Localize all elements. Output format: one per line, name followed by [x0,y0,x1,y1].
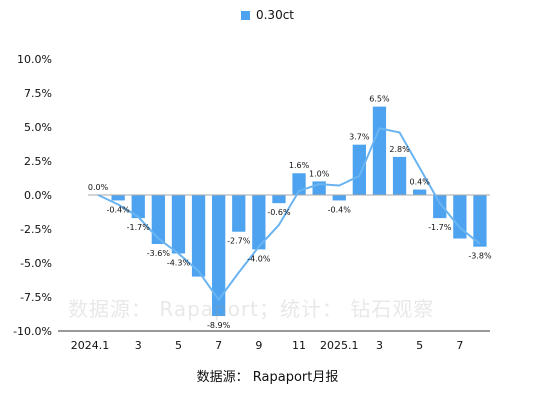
data-label: 0.0% [88,183,109,192]
x-tick-label: 7 [456,339,463,352]
y-tick-label: -2.5% [20,223,52,236]
x-tick-label: 9 [255,339,262,352]
bar [433,195,447,219]
bar [191,195,206,277]
bar [151,195,165,244]
bar [232,195,246,232]
x-tick-label: 7 [215,339,222,352]
data-label: 1.0% [309,169,330,178]
y-tick-label: 5.0% [24,121,52,134]
trend-line [97,127,481,301]
data-label: 6.5% [369,95,390,104]
y-tick-label: 10.0% [17,53,52,66]
data-label: 3.7% [349,133,370,142]
data-label: -0.4% [328,205,352,214]
bar [332,195,346,201]
data-label: -1.7% [428,223,452,232]
source-note: 数据源： Rapaport月报 [196,370,339,385]
data-label: -0.4% [107,205,131,214]
data-label: 1.6% [289,161,310,170]
x-tick-label: 2024.1 [71,339,110,352]
bar [212,195,226,317]
bar [372,106,387,195]
bar [171,195,186,254]
x-tick-label: 3 [376,339,383,352]
watermark: 数据源： Rapaport；统计： 钻石观察 [68,297,435,321]
data-label: -8.9% [207,321,231,330]
bar [352,144,366,195]
x-tick-label: 3 [135,339,142,352]
y-tick-label: -7.5% [20,291,52,304]
bar [453,195,467,239]
legend-label: 0.30ct [255,8,295,22]
data-label: -2.7% [227,237,251,246]
x-tick-label: 11 [292,339,306,352]
data-label: -3.8% [468,252,492,261]
bar [272,195,286,204]
data-label: -1.7% [127,223,151,232]
data-label: 2.8% [389,145,410,154]
bar [392,156,407,195]
y-tick-label: 2.5% [24,155,52,168]
bar [473,195,487,247]
y-tick-label: 0.0% [24,189,52,202]
x-tick-label: 5 [416,339,423,352]
data-label: -3.6% [147,249,171,258]
bar [111,195,125,201]
x-tick-label: 5 [175,339,182,352]
data-label: 0.4% [409,178,430,187]
data-label: -4.0% [247,254,271,263]
y-tick-label: -10.0% [13,325,52,338]
data-label: -4.3% [167,258,191,267]
data-label: -0.6% [267,208,291,217]
x-tick-label: 2025.1 [320,339,359,352]
legend: 0.30ct [0,8,535,22]
bar [413,189,427,195]
y-tick-label: 7.5% [24,87,52,100]
bar [131,195,145,219]
y-tick-label: -5.0% [20,257,52,270]
bar [252,195,266,250]
legend-swatch [240,11,250,20]
